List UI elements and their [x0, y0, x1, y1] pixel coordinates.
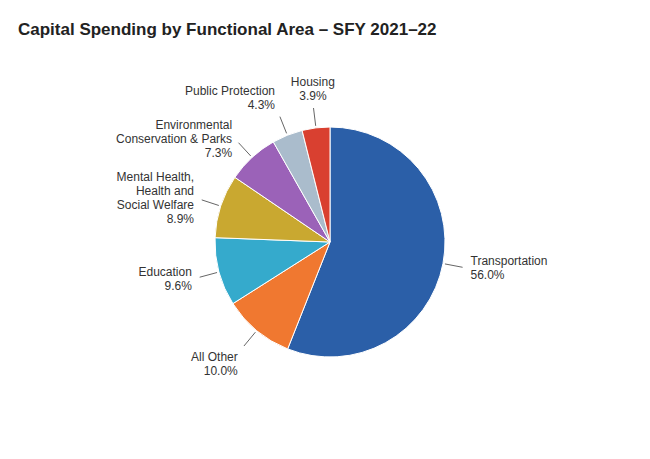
svg-text:All Other10.0%: All Other10.0%	[191, 350, 238, 378]
svg-text:EnvironmentalConservation & Pa: EnvironmentalConservation & Parks7.3%	[116, 118, 232, 160]
svg-text:Transportation56.0%: Transportation56.0%	[471, 254, 548, 282]
svg-text:Public Protection4.3%: Public Protection4.3%	[185, 84, 275, 112]
svg-text:Education9.6%: Education9.6%	[138, 265, 192, 293]
svg-text:Housing3.9%: Housing3.9%	[291, 75, 335, 103]
svg-text:Mental Health,Health andSocial: Mental Health,Health andSocial Welfare8.…	[117, 170, 195, 226]
html-text:Capital Spending by Functional: Capital Spending by Functional Area – SF…	[18, 20, 437, 39]
